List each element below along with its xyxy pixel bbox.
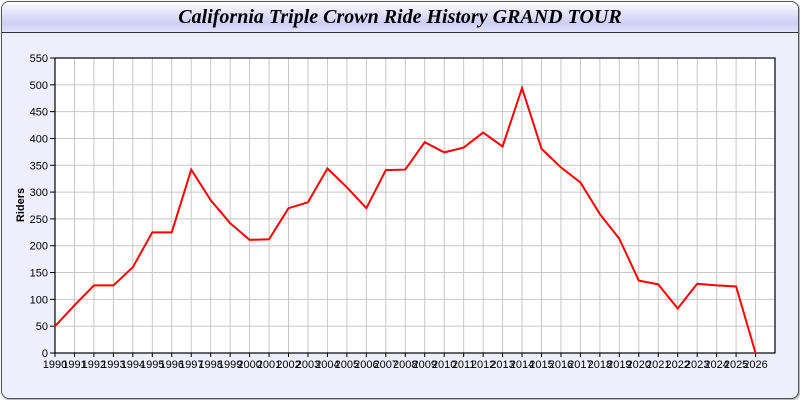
data-point: [268, 238, 270, 241]
data-point: [365, 207, 368, 209]
data-point: [696, 283, 698, 285]
x-tick-label: 2003: [296, 359, 320, 371]
data-point: [385, 169, 387, 171]
data-point: [560, 166, 562, 169]
y-tick-label: 500: [30, 80, 48, 92]
chart-title: California Triple Crown Ride History GRA…: [178, 6, 622, 28]
y-tick-label: 150: [30, 268, 48, 280]
plot-background: [55, 58, 775, 353]
x-tick-label: 1991: [62, 359, 86, 371]
x-tick-label: 1995: [140, 359, 164, 371]
data-point: [637, 279, 640, 282]
x-tick-label: 2023: [685, 359, 709, 371]
x-tick-label: 2009: [412, 359, 436, 371]
data-point: [93, 284, 95, 287]
data-point: [54, 325, 56, 327]
x-tick-label: 2004: [315, 359, 339, 371]
x-tick-label: 2021: [646, 359, 670, 371]
x-tick-label: 2000: [237, 359, 261, 371]
x-tick-label: 2024: [704, 359, 728, 371]
data-point: [190, 168, 193, 171]
data-point: [404, 168, 407, 171]
x-tick-label: 2025: [724, 359, 748, 371]
data-point: [132, 266, 134, 268]
data-point: [229, 222, 231, 224]
x-tick-label: 1999: [218, 359, 242, 371]
x-tick-label: 2001: [257, 359, 281, 371]
y-axis: 0 50 100 150 200 250 300 350 400 450 500 550: [30, 53, 55, 360]
y-tick-label: 250: [30, 214, 48, 226]
x-tick-label: 1993: [101, 359, 125, 371]
x-tick-label: 1997: [179, 359, 203, 371]
data-point: [754, 352, 757, 354]
data-point: [735, 285, 737, 288]
series: [54, 84, 757, 354]
data-point: [151, 231, 154, 234]
x-tick-label: 2015: [529, 359, 553, 371]
data-point: [657, 283, 660, 286]
data-point: [423, 141, 426, 144]
data-point: [326, 167, 329, 170]
x-tick-label: 2006: [354, 359, 378, 371]
x-tick-label: 2017: [568, 359, 592, 371]
chart-header: California Triple Crown Ride History GRA…: [2, 2, 798, 33]
x-tick-label: 2014: [510, 359, 534, 371]
x-tick-label: 2018: [588, 359, 612, 371]
y-tick-label: 300: [30, 187, 48, 199]
data-point: [287, 207, 290, 209]
data-point: [248, 239, 251, 241]
data-point: [482, 131, 484, 134]
data-point: [112, 284, 115, 287]
x-tick-label: 2022: [665, 359, 689, 371]
x-tick-label: 2019: [607, 359, 631, 371]
x-tick-label: 2008: [393, 359, 417, 371]
x-tick-label: 2011: [452, 359, 476, 371]
y-tick-label: 400: [30, 133, 48, 145]
data-point: [599, 213, 601, 215]
data-point: [715, 284, 718, 287]
x-tick-label: 2005: [335, 359, 359, 371]
data-point: [676, 307, 679, 310]
x-tick-label: 1992: [82, 359, 106, 371]
x-tick-label: 2010: [432, 359, 456, 371]
y-tick-label: 200: [30, 241, 48, 253]
data-point: [73, 304, 76, 307]
data-point: [618, 237, 621, 240]
x-tick-label: 2020: [627, 359, 651, 371]
data-point: [462, 146, 465, 149]
y-tick-label: 550: [30, 53, 48, 65]
x-tick-label: 2016: [549, 359, 573, 371]
data-point: [521, 87, 523, 89]
x-tick-label: 1996: [160, 359, 184, 371]
x-tick-label: 2026: [743, 359, 767, 371]
y-axis-label: Riders: [15, 188, 27, 222]
data-point: [346, 186, 348, 189]
y-tick-label: 450: [30, 107, 48, 119]
x-tick-label: 1998: [198, 359, 222, 371]
y-tick-label: 50: [36, 321, 48, 333]
data-point: [443, 151, 445, 154]
data-point: [307, 201, 309, 204]
data-point: [540, 147, 543, 150]
data-point: [209, 199, 212, 201]
y-tick-label: 0: [42, 348, 48, 360]
x-tick-label: 1994: [121, 359, 145, 371]
grid: [54, 57, 775, 354]
x-tick-label: 2007: [374, 359, 398, 371]
y-tick-label: 100: [30, 294, 48, 306]
x-tick-label: 2012: [471, 359, 495, 371]
data-point: [579, 181, 582, 184]
x-axis: 1990199119921993199419951996199719981999…: [43, 353, 768, 371]
x-tick-label: 2013: [490, 359, 514, 371]
y-tick-label: 350: [30, 160, 48, 172]
x-tick-label: 1990: [43, 359, 67, 371]
data-point: [501, 145, 504, 148]
data-point: [170, 231, 173, 234]
x-tick-label: 2002: [276, 359, 300, 371]
plot-area-border: [54, 57, 776, 354]
